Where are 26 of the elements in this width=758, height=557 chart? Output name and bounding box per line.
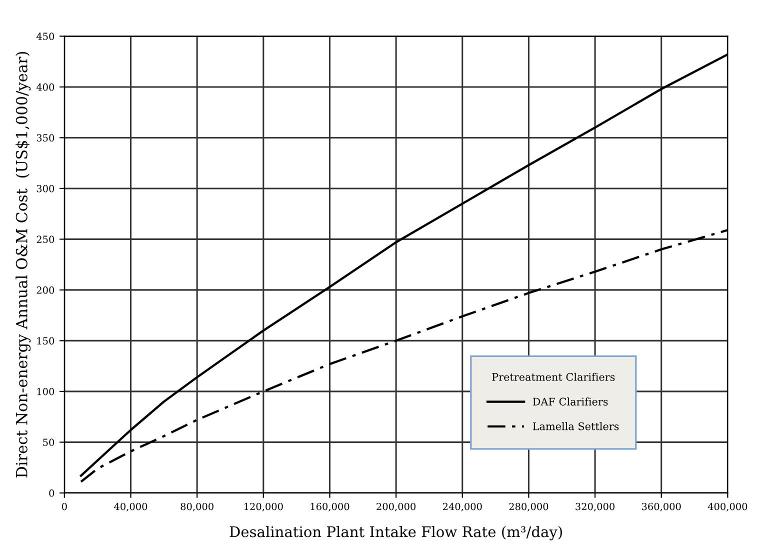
y-axis-title: Direct Non-energy Annual O&M Cost (US$1,000/year) <box>16 52 31 478</box>
x-tick-label: 0 <box>62 502 67 510</box>
legend-label: DAF Clarifiers <box>532 398 608 406</box>
x-tick-label: 320,000 <box>576 502 614 512</box>
x-tick-label: 40,000 <box>114 502 148 512</box>
y-tick-label: 400 <box>36 83 54 91</box>
x-tick-label: 160,000 <box>310 502 350 512</box>
y-tick-label: 350 <box>36 134 54 142</box>
legend-title: Pretreatment Clarifiers <box>492 372 615 381</box>
x-tick-label: 280,000 <box>509 502 548 512</box>
x-tick-label: 120,000 <box>244 502 283 512</box>
y-tick-label: 50 <box>43 438 54 446</box>
legend-label: Lamella Settlers <box>532 422 619 430</box>
x-tick-label: 360,000 <box>642 502 681 512</box>
y-tick-label: 250 <box>36 236 54 244</box>
y-tick-label: 100 <box>37 388 54 396</box>
y-tick-label: 200 <box>36 286 54 294</box>
x-axis-title: Desalination Plant Intake Flow Rate (m³/day) <box>230 526 562 540</box>
x-tick-label: 80,000 <box>180 502 214 512</box>
y-tick-label: 300 <box>36 184 54 192</box>
y-tick-label: 0 <box>49 489 54 497</box>
x-tick-label: 200,000 <box>376 502 416 512</box>
x-tick-label: 400,000 <box>708 502 748 512</box>
x-tick-label: 240,000 <box>442 502 482 512</box>
y-tick-label: 150 <box>37 337 54 345</box>
y-tick-label: 450 <box>36 32 54 40</box>
